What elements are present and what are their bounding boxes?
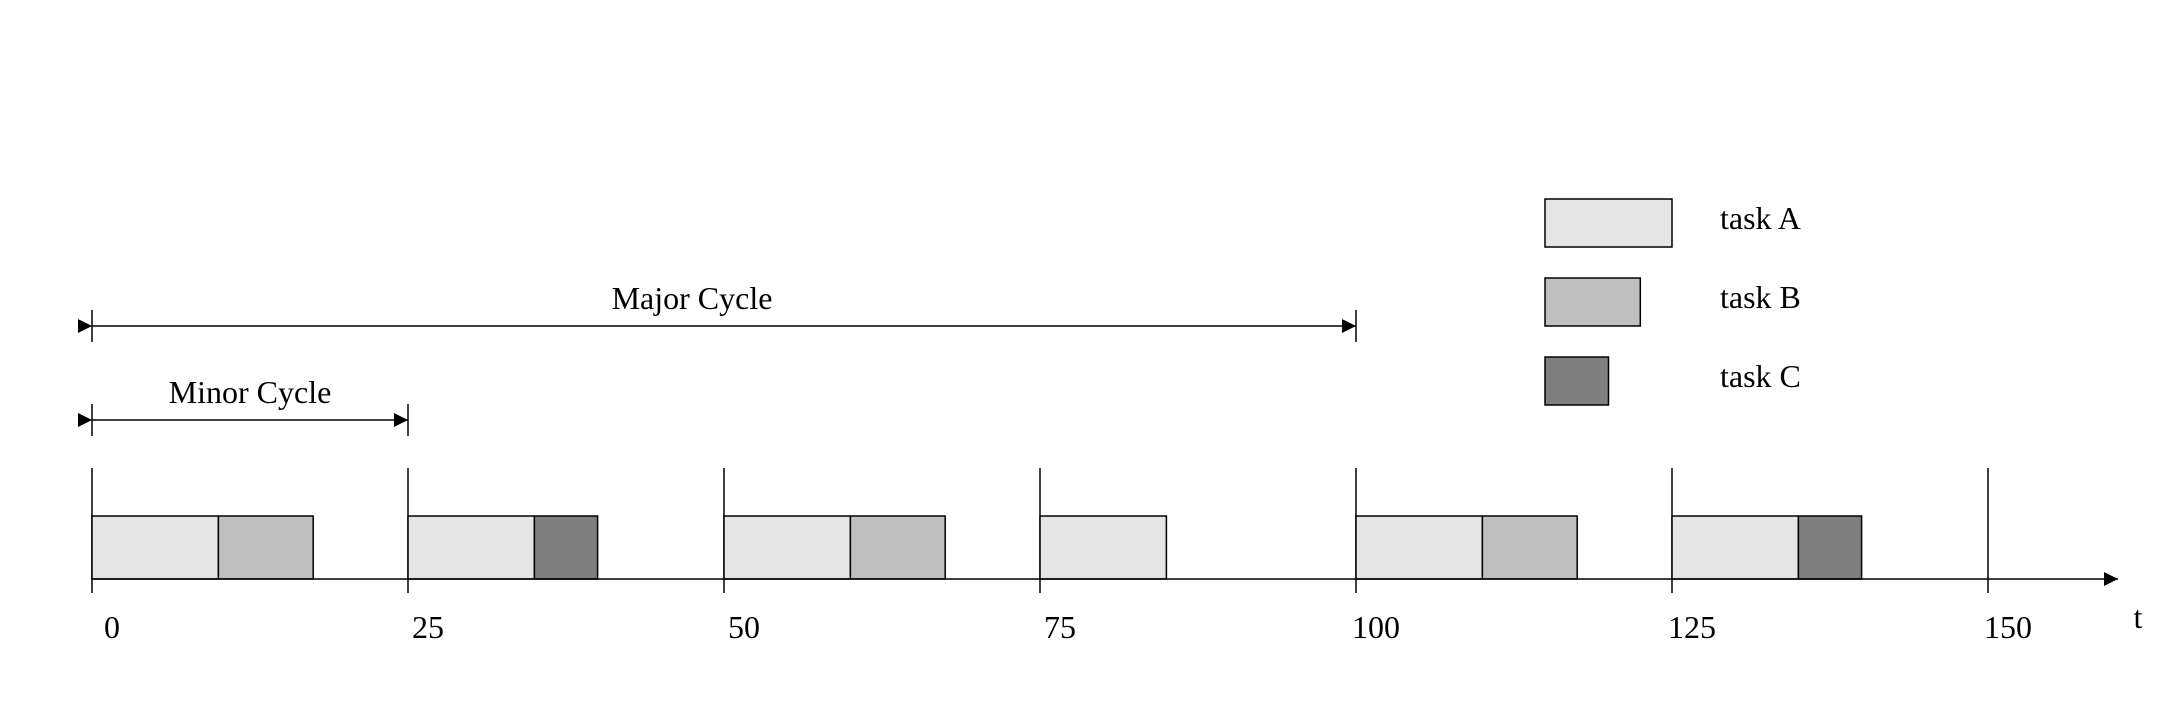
task-b-block [1481,515,1578,580]
tick-label-75: 75 [1044,609,1076,645]
tick-label-150: 150 [1984,609,2032,645]
legend: task A task B task C [1544,198,1801,406]
task-schedule [91,515,1863,580]
minor-cycle-annotation: Minor Cycle [78,374,409,436]
task-a-block [1355,515,1484,580]
time-axis-label: t [2134,599,2143,635]
task-c-block [533,515,599,580]
legend-item-task-c: task C [1544,356,1801,406]
task-a-block [1671,515,1800,580]
legend-swatch-task-a [1544,198,1673,248]
tick-label-0: 0 [104,609,120,645]
major-cycle-annotation: Major Cycle [78,280,1357,342]
tick-label-25: 25 [412,609,444,645]
legend-swatch-task-c [1544,356,1610,406]
tick-label-50: 50 [728,609,760,645]
task-c-block [1797,515,1863,580]
major-cycle-label: Major Cycle [612,280,773,316]
legend-item-task-a: task A [1544,198,1801,248]
time-axis: t [92,572,2143,635]
tick-label-125: 125 [1668,609,1716,645]
legend-label-task-a: task A [1720,200,1801,236]
legend-label-task-b: task B [1720,279,1801,315]
minor-cycle-label: Minor Cycle [169,374,332,410]
task-b-block [217,515,314,580]
tick-label-100: 100 [1352,609,1400,645]
task-a-block [723,515,852,580]
legend-label-task-c: task C [1720,358,1801,394]
task-b-block [849,515,946,580]
task-a-block [407,515,536,580]
time-axis-tick-labels: 0 25 50 75 100 125 150 [104,609,2032,645]
legend-swatch-task-b [1544,277,1642,327]
task-a-block [1039,515,1168,580]
legend-item-task-b: task B [1544,277,1801,327]
task-a-block [91,515,220,580]
